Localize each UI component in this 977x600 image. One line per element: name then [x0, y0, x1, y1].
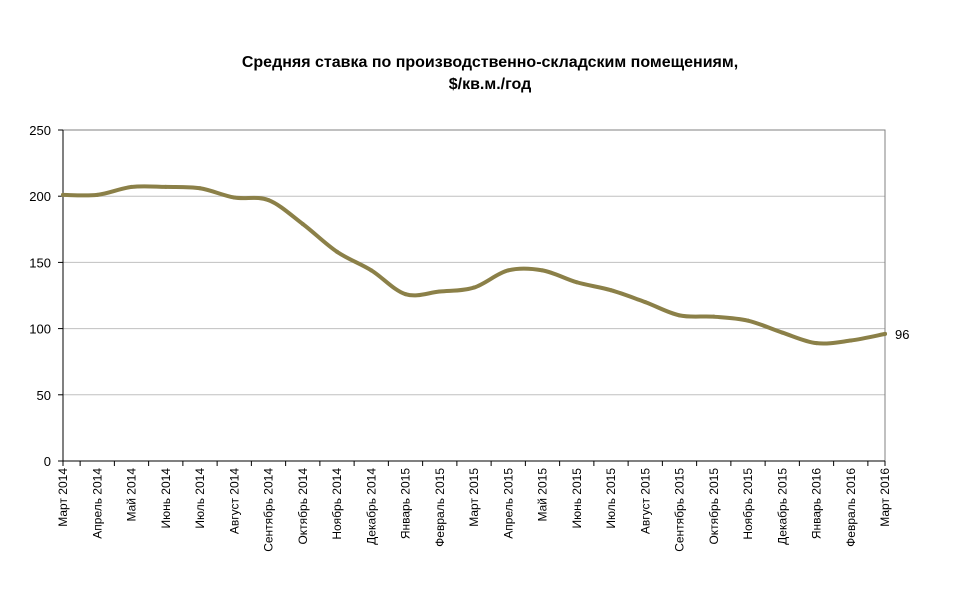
x-tick-label: Июль 2015	[604, 468, 618, 529]
chart-title-line-1: Средняя ставка по производственно-складс…	[241, 54, 739, 71]
data-point	[300, 222, 305, 227]
y-tick-label: 100	[29, 322, 51, 337]
x-tick-label: Июнь 2015	[570, 468, 584, 529]
x-tick-label: Март 2015	[467, 468, 481, 527]
x-tick-label: Май 2014	[125, 468, 139, 522]
data-point	[711, 314, 716, 319]
x-axis: Март 2014 Апрель 2014 Май 2014 Июнь 2014 Июл…	[56, 460, 892, 552]
x-tick-label: Июнь 2014	[159, 468, 173, 529]
data-point	[61, 192, 65, 197]
x-tick-label: Декабрь 2014	[364, 468, 378, 545]
data-point	[574, 280, 579, 285]
data-point	[506, 268, 511, 273]
data-point	[814, 341, 819, 346]
data-labels: 96	[895, 327, 909, 342]
data-point	[540, 268, 545, 273]
x-tick-label: Октябрь 2015	[707, 468, 721, 545]
series-layer	[61, 184, 887, 346]
x-tick-label: Сентябрь 2014	[262, 468, 276, 552]
x-tick-label: Август 2014	[227, 468, 241, 534]
data-point	[780, 330, 785, 335]
data-point	[129, 184, 134, 189]
x-tick-label: Август 2015	[638, 468, 652, 534]
data-point	[266, 198, 271, 203]
data-point	[95, 192, 100, 197]
x-tick-label: Март 2014	[56, 468, 70, 527]
data-point	[746, 318, 750, 323]
x-tick-label: Февраль 2015	[433, 468, 447, 547]
x-tick-label: Март 2016	[878, 468, 892, 527]
chart-title: Средняя ставка по производственно-складс…	[0, 52, 977, 96]
data-point	[883, 331, 887, 336]
plot-area-border	[62, 129, 886, 462]
data-point	[232, 195, 237, 200]
x-tick-label: Апрель 2015	[501, 468, 515, 539]
data-point	[437, 289, 442, 294]
x-tick-label: Ноябрь 2014	[330, 468, 344, 540]
x-tick-label: Декабрь 2015	[775, 468, 789, 545]
y-tick-label: 50	[37, 388, 51, 403]
chart-title-line-2: $/кв.м./год	[448, 76, 532, 93]
x-tick-label: Февраль 2016	[844, 468, 858, 547]
data-point	[609, 288, 613, 293]
x-tick-label: Май 2015	[536, 468, 550, 522]
data-point	[403, 292, 408, 297]
x-tick-label: Сентябрь 2015	[673, 468, 687, 552]
gridlines	[63, 195, 885, 396]
y-tick-label: 250	[29, 123, 51, 138]
data-point	[643, 300, 648, 305]
x-tick-label: Июль 2014	[193, 468, 207, 529]
data-point	[163, 184, 168, 189]
series-line	[61, 184, 887, 346]
y-axis: 0 50 100 150 200 250	[29, 123, 64, 469]
data-point	[677, 313, 682, 318]
data-point	[198, 186, 202, 191]
x-tick-label: Апрель 2014	[90, 468, 104, 539]
data-point	[335, 249, 339, 254]
x-tick-label: Январь 2015	[399, 468, 413, 539]
data-label: 96	[895, 327, 909, 342]
x-tick-label: Январь 2016	[810, 468, 824, 539]
x-tick-label: Октябрь 2014	[296, 468, 310, 545]
data-point	[848, 338, 853, 343]
y-tick-label: 0	[44, 454, 51, 469]
y-tick-label: 150	[29, 255, 51, 270]
y-tick-label: 200	[29, 189, 51, 204]
x-tick-label: Ноябрь 2015	[741, 468, 755, 540]
data-point	[369, 268, 374, 273]
data-point	[472, 285, 476, 290]
